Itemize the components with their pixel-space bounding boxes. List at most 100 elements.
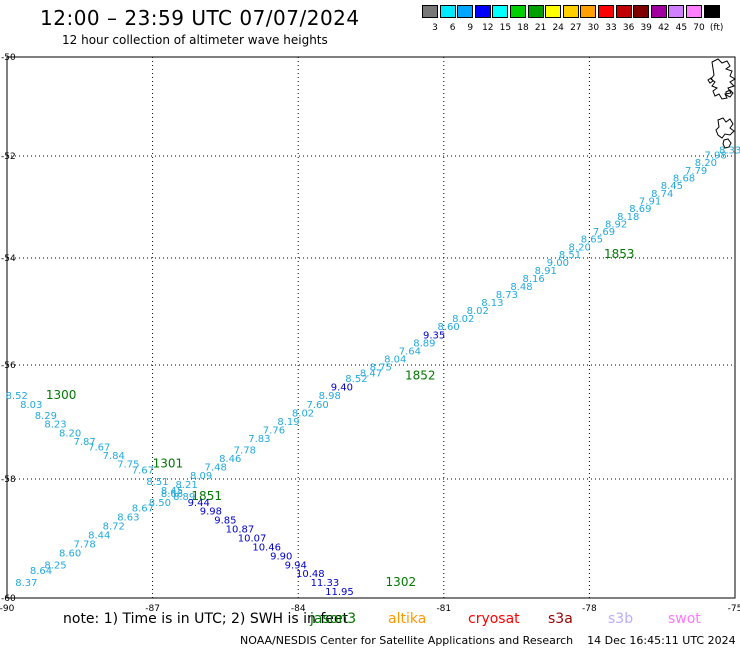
swh-value-label: 7.48: [205, 462, 227, 473]
swh-value-label: 8.91: [535, 266, 557, 277]
coastline-segment: [710, 58, 736, 100]
y-tick-label: -56: [1, 361, 16, 371]
colorbar-label: 9: [467, 23, 474, 33]
note-text: note: 1) Time is in UTC; 2) SWH is in fe…: [63, 611, 349, 627]
swh-value-label: 8.75: [370, 363, 392, 374]
swh-value-label: 8.25: [44, 560, 66, 571]
credit-line: NOAA/NESDIS Center for Satellite Applica…: [240, 634, 736, 647]
colorbar-swatch: [580, 5, 597, 18]
x-tick-label: -90: [0, 604, 15, 614]
swh-value-label: 8.46: [219, 454, 241, 465]
swh-value-label: 8.21: [175, 480, 197, 491]
swh-value-label: 7.75: [117, 460, 139, 471]
swh-value-label: 8.18: [617, 212, 639, 223]
swh-value-label: 8.51: [559, 250, 581, 261]
colorbar-swatch: [510, 5, 526, 18]
colorbar-label: 45: [675, 23, 688, 33]
swh-value-label: 8.89: [173, 492, 195, 503]
swh-value-label: 7.69: [593, 227, 615, 238]
colorbar-label: 27: [570, 23, 582, 33]
colorbar-swatch: [703, 5, 720, 18]
satellite-legend-s3b: s3b: [608, 611, 634, 627]
swh-value-label: 8.04: [384, 354, 406, 365]
swh-value-label: 8.23: [44, 420, 66, 431]
satellite-legend-altika: altika: [388, 611, 427, 627]
swh-value-label: 9.00: [547, 258, 569, 269]
colorbar-swatch: [650, 5, 667, 18]
swh-value-label: 8.64: [30, 566, 52, 577]
swh-value-label: 8.02: [467, 306, 489, 317]
swh-value-label: 7.91: [639, 196, 661, 207]
y-tick-label: -50: [1, 53, 16, 63]
colorbar-swatch: [492, 5, 509, 18]
swh-value-label: 8.44: [88, 531, 110, 542]
x-tick-label: -75: [728, 604, 740, 614]
swh-value-label: 9.90: [270, 551, 292, 562]
colorbar-swatch: [668, 5, 685, 18]
y-tick-label: -58: [1, 475, 16, 485]
swh-value-label: 9.85: [214, 516, 236, 527]
x-tick-label: -87: [145, 604, 160, 614]
swh-value-label: 7.60: [306, 400, 328, 411]
swh-value-label: 9.40: [331, 383, 353, 394]
swh-value-label: 8.69: [629, 204, 651, 215]
swh-value-label: 10.46: [252, 542, 281, 553]
swh-value-label: 8.33: [719, 146, 740, 157]
swh-value-label: 7.67: [88, 443, 110, 454]
x-tick-label: -84: [291, 604, 306, 614]
x-tick-label: -78: [582, 604, 597, 614]
colorbar-label: 21: [534, 23, 547, 33]
colorbar-label: 18: [517, 23, 529, 33]
swh-value-label: 8.50: [149, 498, 171, 509]
colorbar-label: 33: [605, 23, 617, 33]
axis-tick-labels: -90 -87 -84 -81 -78 -75 -50 -52 -54 -56 -58 -60: [0, 53, 740, 614]
swh-value-label: 8.51: [146, 477, 168, 488]
page-subtitle: 12 hour collection of altimeter wave hei…: [62, 33, 328, 47]
satellite-legend-jason3: jason3: [310, 611, 357, 627]
colorbar-swatch: [562, 5, 579, 18]
swh-value-label: 8.20: [59, 428, 81, 439]
swh-value-label: 8.65: [581, 235, 603, 246]
y-tick-label: -52: [1, 152, 16, 162]
colorbar-label: (ft): [709, 23, 724, 33]
swh-value-label: 8.48: [510, 282, 532, 293]
swh-value-label: 8.45: [661, 181, 683, 192]
swh-value-label: 9.98: [200, 507, 222, 518]
pass-time-label: 1851: [191, 489, 222, 503]
swh-value-label: 8.60: [59, 548, 81, 559]
swh-value-label: 8.73: [496, 290, 518, 301]
swh-value-label: 8.20: [569, 242, 591, 253]
swh-value-label: 8.20: [695, 158, 717, 169]
swh-value-label: 10.48: [296, 569, 325, 580]
colorbar-label: 15: [499, 23, 512, 33]
swh-value-label: 9.44: [188, 498, 210, 509]
coastline-segment: [707, 77, 714, 84]
swh-value-label: 8.16: [522, 274, 544, 285]
swh-value-label: 8.98: [319, 391, 341, 402]
coastline: [707, 58, 736, 149]
coastline-segment: [715, 117, 735, 139]
swh-value-label: 8.92: [605, 219, 627, 230]
pass-time-label: 1300: [46, 388, 77, 402]
y-tick-label: -60: [1, 594, 16, 604]
coastline-segment: [725, 89, 734, 98]
swh-value-label: 8.03: [20, 400, 42, 411]
swh-value-label: 8.52: [345, 374, 367, 385]
coastline-segment: [722, 138, 732, 149]
colorbar-swatch: [457, 5, 474, 18]
swh-value-label: 8.60: [438, 322, 460, 333]
pass-time-label: 1301: [153, 457, 184, 471]
swh-value-label: 8.13: [481, 298, 503, 309]
page-title: 12:00 – 23:59 UTC 07/07/2024: [40, 6, 360, 30]
swh-value-label: 8.63: [117, 513, 139, 524]
colorbar-swatch: [422, 5, 438, 18]
swh-value-label: 8.68: [673, 174, 695, 185]
colorbar-swatch: [474, 5, 491, 18]
swh-value-label: 8.19: [277, 417, 299, 428]
colorbar-label: 30: [587, 23, 600, 33]
swh-value-label: 9.35: [423, 330, 445, 341]
colorbar-swatch: [633, 5, 650, 18]
swh-value-label: 8.29: [35, 411, 57, 422]
satellite-legend-s3a: s3a: [548, 611, 573, 627]
